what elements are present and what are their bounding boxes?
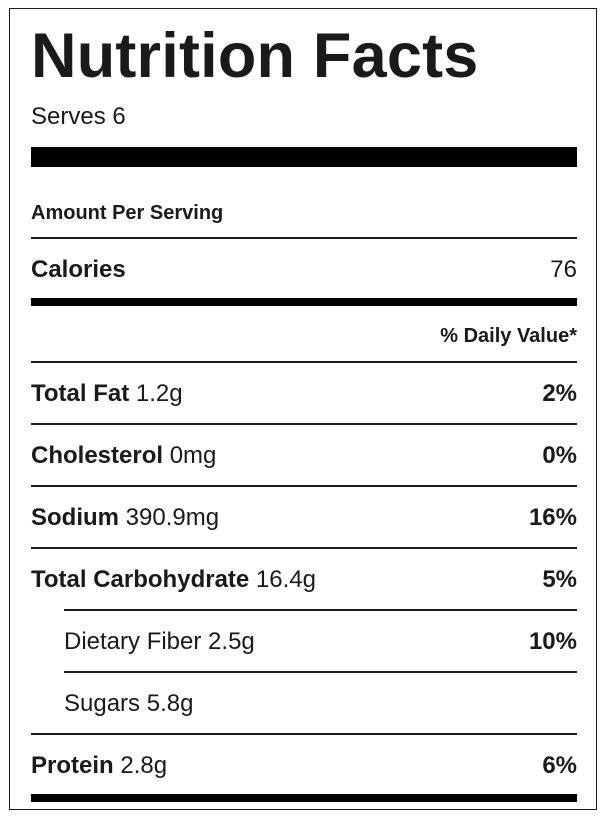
nutrient-text: Dietary Fiber 2.5g xyxy=(64,628,255,656)
nutrient-name: Cholesterol xyxy=(31,442,164,469)
nutrient-name: Sodium xyxy=(31,504,119,531)
calories-value: 76 xyxy=(550,256,577,283)
daily-value-header-row: % Daily Value* xyxy=(31,313,577,359)
nutrient-daily-value: 2% xyxy=(542,380,577,407)
nutrient-name: Sugars xyxy=(64,690,141,717)
nutrient-amount: 390.9mg xyxy=(125,504,220,531)
calories-row: Calories 76 xyxy=(31,247,577,293)
label-content: Nutrition Facts Serves 6 Amount Per Serv… xyxy=(31,9,577,809)
divider xyxy=(31,733,577,735)
thick-divider-top xyxy=(31,147,577,167)
nutrient-row-protein: Protein 2.8g 6% xyxy=(31,743,577,789)
nutrient-row-total-fat: Total Fat 1.2g 2% xyxy=(31,371,577,417)
nutrient-daily-value: 0% xyxy=(542,442,577,469)
nutrient-amount: 2.8g xyxy=(120,752,168,779)
nutrient-name: Dietary Fiber xyxy=(64,628,202,655)
nutrient-name: Total Fat xyxy=(31,380,130,407)
label-title: Nutrition Facts xyxy=(31,21,479,91)
thick-divider-bottom xyxy=(31,794,577,802)
nutrient-amount: 2.5g xyxy=(208,628,255,655)
nutrient-text: Cholesterol 0mg xyxy=(31,442,216,470)
divider xyxy=(31,423,577,425)
nutrient-text: Sodium 390.9mg xyxy=(31,504,219,532)
nutrient-row-sugars: Sugars 5.8g xyxy=(64,681,577,727)
nutrient-amount: 1.2g xyxy=(135,380,183,407)
nutrient-daily-value: 10% xyxy=(528,628,577,655)
divider xyxy=(31,237,577,239)
divider-indented xyxy=(64,671,577,673)
daily-value-header: % Daily Value* xyxy=(440,324,577,347)
calories-label: Calories xyxy=(31,256,126,283)
nutrient-daily-value: 16% xyxy=(528,504,577,531)
divider-indented xyxy=(64,609,577,611)
nutrient-text: Sugars 5.8g xyxy=(64,690,193,718)
amount-per-serving-label: Amount Per Serving xyxy=(31,201,224,224)
nutrient-name: Total Carbohydrate xyxy=(31,566,250,593)
divider xyxy=(31,361,577,363)
divider xyxy=(31,547,577,549)
nutrient-name: Protein xyxy=(31,752,114,779)
nutrition-facts-label: Nutrition Facts Serves 6 Amount Per Serv… xyxy=(9,8,597,810)
nutrient-text: Total Fat 1.2g xyxy=(31,380,183,408)
nutrient-daily-value: 5% xyxy=(542,566,577,593)
nutrient-row-dietary-fiber: Dietary Fiber 2.5g 10% xyxy=(64,619,577,665)
nutrient-row-sodium: Sodium 390.9mg 16% xyxy=(31,495,577,541)
nutrient-text: Protein 2.8g xyxy=(31,752,167,780)
servings-text: Serves 6 xyxy=(31,103,126,130)
divider xyxy=(31,485,577,487)
nutrient-amount: 0mg xyxy=(169,442,217,469)
thick-divider-calories xyxy=(31,298,577,306)
nutrient-amount: 5.8g xyxy=(146,690,194,717)
amount-per-serving-row: Amount Per Serving xyxy=(31,190,577,236)
nutrient-text: Total Carbohydrate 16.4g xyxy=(31,566,316,594)
nutrient-amount: 16.4g xyxy=(255,566,316,593)
nutrient-row-cholesterol: Cholesterol 0mg 0% xyxy=(31,433,577,479)
nutrient-daily-value: 6% xyxy=(542,752,577,779)
nutrient-row-total-carbohydrate: Total Carbohydrate 16.4g 5% xyxy=(31,557,577,603)
